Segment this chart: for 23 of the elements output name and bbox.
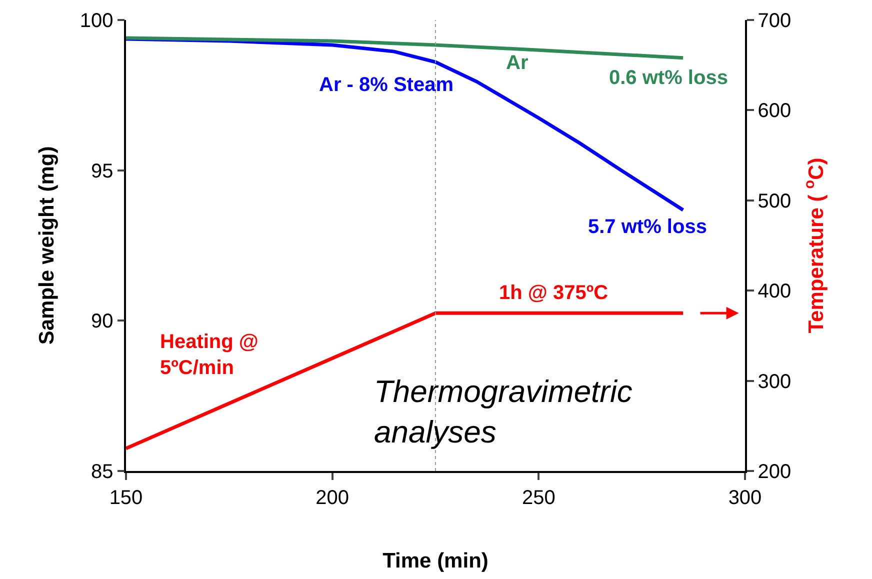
x-tick-label: 200 — [316, 486, 350, 509]
y-tick-label: 95 — [91, 160, 114, 182]
y-axis-title: Sample weight (mg) — [36, 146, 59, 345]
y2-tick-label: 200 — [758, 461, 792, 483]
annotation: 5.7 wt% loss — [588, 216, 707, 238]
annotation: 0.6 wt% loss — [609, 67, 728, 89]
y2-tick-label: 500 — [758, 190, 792, 212]
y2-tick-label: 400 — [758, 280, 792, 303]
x-tick-label: 150 — [109, 486, 143, 509]
y2-tick-label: 300 — [758, 370, 792, 393]
x-tick-label: 300 — [728, 486, 762, 509]
y2-tick-label: 600 — [758, 100, 792, 122]
series-label: Ar - 8% Steam — [319, 74, 454, 96]
x-tick-label: 250 — [522, 486, 556, 509]
annotation: Heating @ 5ºC/min — [160, 331, 258, 379]
y-tick-label: 90 — [91, 310, 114, 333]
annotation: Thermogravimetric analyses — [374, 374, 633, 450]
annotation: 1h @ 375ºC — [499, 282, 608, 304]
series-label: Ar — [506, 52, 528, 74]
y-tick-label: 85 — [91, 461, 114, 483]
x-axis-title: Time (min) — [382, 549, 488, 572]
y-tick-label: 100 — [80, 10, 114, 32]
y2-tick-label: 700 — [758, 10, 792, 32]
